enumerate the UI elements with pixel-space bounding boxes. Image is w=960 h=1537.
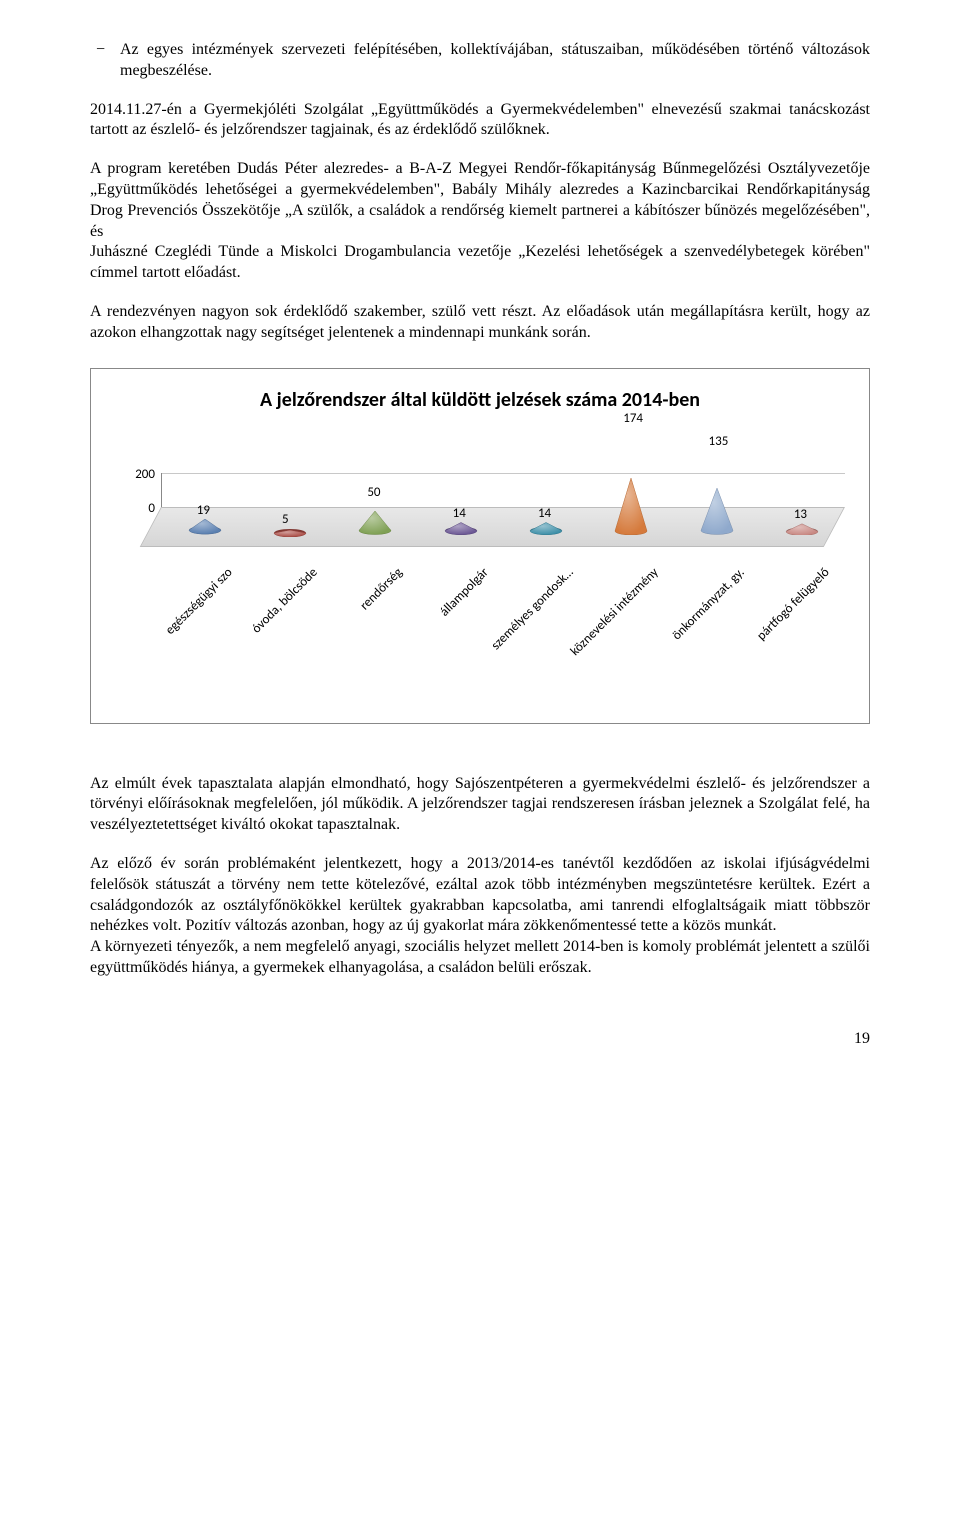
chart-plot-area: 200 0 19 bbox=[109, 473, 851, 713]
paragraph-1: 2014.11.27-én a Gyermekjóléti Szolgálat … bbox=[90, 100, 870, 142]
chart-title: A jelzőrendszer által küldött jelzések s… bbox=[109, 387, 851, 413]
y-tick-0: 0 bbox=[125, 501, 155, 518]
value-label: 50 bbox=[367, 485, 380, 502]
bullet-item: − Az egyes intézmények szervezeti felépí… bbox=[90, 40, 870, 82]
chart-cone bbox=[444, 521, 478, 542]
paragraph-4: Az elmúlt évek tapasztalata alapján elmo… bbox=[90, 774, 870, 836]
chart-cone bbox=[358, 511, 392, 541]
chart-cone bbox=[188, 519, 222, 541]
paragraph-5: Az előző év során problémaként jelentkez… bbox=[90, 854, 870, 937]
paragraph-5b: A környezeti tényezők, a nem megfelelő a… bbox=[90, 937, 870, 979]
paragraph-2: A program keretében Dudás Péter alezrede… bbox=[90, 159, 870, 242]
bullet-dash: − bbox=[90, 40, 120, 82]
value-label: 135 bbox=[709, 434, 729, 451]
value-label: 13 bbox=[794, 507, 807, 524]
chart-cone bbox=[273, 523, 307, 544]
chart-cone bbox=[700, 488, 734, 541]
chart-cone bbox=[785, 521, 819, 542]
grid-line bbox=[161, 473, 845, 474]
value-label: 5 bbox=[282, 512, 289, 529]
y-tick-200: 200 bbox=[125, 467, 155, 484]
value-label: 174 bbox=[623, 411, 643, 428]
chart-container: A jelzőrendszer által küldött jelzések s… bbox=[90, 368, 870, 724]
chart-cone bbox=[614, 478, 648, 542]
value-label: 19 bbox=[197, 503, 210, 520]
paragraph-2b: Juhászné Czeglédi Tünde a Miskolci Droga… bbox=[90, 242, 870, 284]
chart-floor bbox=[140, 507, 845, 547]
bullet-text: Az egyes intézmények szervezeti felépíté… bbox=[120, 40, 870, 82]
page-number: 19 bbox=[90, 1029, 870, 1050]
value-label: 14 bbox=[453, 506, 466, 523]
value-label: 14 bbox=[538, 506, 551, 523]
chart-cone bbox=[529, 521, 563, 542]
axis-line bbox=[161, 473, 162, 507]
paragraph-3: A rendezvényen nagyon sok érdeklődő szak… bbox=[90, 302, 870, 344]
